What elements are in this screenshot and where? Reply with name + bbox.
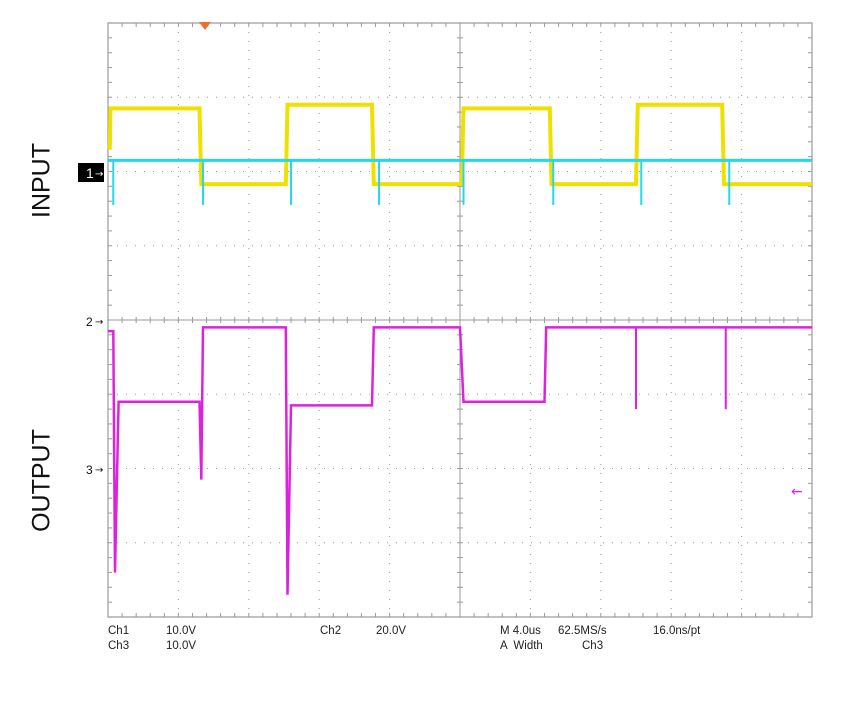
waveform-traces (107, 102, 812, 595)
ch1-name: Ch1 (108, 625, 130, 637)
ch2-marker-arrow: → (95, 317, 103, 328)
ch1-trace (107, 102, 812, 187)
graticule-grid (107, 22, 813, 618)
output-label: OUTPUT (27, 429, 56, 532)
ch3-ref-arrow: ← (791, 484, 803, 500)
ch3-scale: 10.0V (166, 640, 197, 652)
ch3-marker-arrow: → (95, 465, 103, 476)
ch1-scale: 10.0V (166, 625, 197, 637)
ch1-marker-arrow: → (95, 169, 103, 180)
ch1-marker-box (78, 163, 104, 182)
ch1-marker: 1 (86, 165, 94, 181)
ch2-scale: 20.0V (376, 625, 407, 637)
resolution: 16.0ns/pt (653, 625, 701, 637)
trigger-position-marker (199, 22, 211, 30)
measure-type: A Width (500, 640, 543, 652)
sample-rate: 62.5MS/s (558, 625, 607, 637)
input-label: INPUT (27, 143, 56, 218)
ch2-marker: 2 (86, 315, 93, 329)
ch3-name: Ch3 (108, 640, 130, 652)
ch2-name: Ch2 (320, 625, 342, 637)
ch3-trace (108, 326, 812, 595)
ch3-marker: 3 (86, 463, 93, 477)
timebase: M 4.0us (500, 625, 541, 637)
measure-source: Ch3 (582, 640, 604, 652)
